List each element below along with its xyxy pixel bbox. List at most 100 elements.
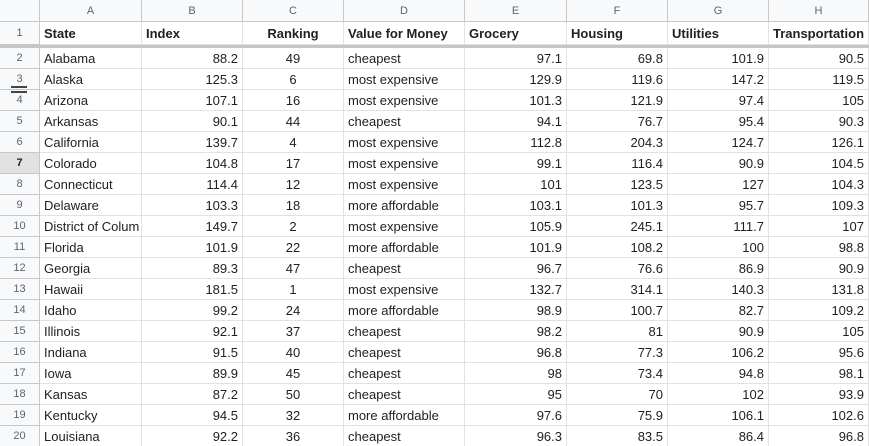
header-cell[interactable]: Housing — [567, 22, 668, 45]
cell[interactable]: 86.4 — [668, 426, 769, 446]
cell[interactable]: 94.8 — [668, 363, 769, 384]
header-cell[interactable]: Utilities — [668, 22, 769, 45]
cell[interactable]: 124.7 — [668, 132, 769, 153]
cell[interactable]: Georgia — [40, 258, 142, 279]
cell[interactable]: 149.7 — [142, 216, 243, 237]
cell[interactable]: 95.6 — [769, 342, 869, 363]
cell[interactable]: 105.9 — [465, 216, 567, 237]
cell[interactable]: 92.2 — [142, 426, 243, 446]
row-number[interactable]: 3 — [0, 69, 40, 90]
cell[interactable]: 107.1 — [142, 90, 243, 111]
cell[interactable]: 88.2 — [142, 48, 243, 69]
column-header[interactable]: A — [40, 0, 142, 22]
row-number[interactable]: 4 — [0, 90, 40, 111]
cell[interactable]: 47 — [243, 258, 344, 279]
row-number[interactable]: 19 — [0, 405, 40, 426]
cell[interactable]: 106.2 — [668, 342, 769, 363]
cell[interactable]: 87.2 — [142, 384, 243, 405]
cell[interactable]: 102.6 — [769, 405, 869, 426]
column-header[interactable]: E — [465, 0, 567, 22]
cell[interactable]: 86.9 — [668, 258, 769, 279]
cell[interactable]: Indiana — [40, 342, 142, 363]
cell[interactable]: 90.3 — [769, 111, 869, 132]
row-number[interactable]: 9 — [0, 195, 40, 216]
cell[interactable]: California — [40, 132, 142, 153]
cell[interactable]: Illinois — [40, 321, 142, 342]
cell[interactable]: 32 — [243, 405, 344, 426]
cell[interactable]: 89.9 — [142, 363, 243, 384]
cell[interactable]: Alabama — [40, 48, 142, 69]
cell[interactable]: more affordable — [344, 237, 465, 258]
header-cell[interactable]: Grocery — [465, 22, 567, 45]
cell[interactable]: 37 — [243, 321, 344, 342]
cell[interactable]: 129.9 — [465, 69, 567, 90]
cell[interactable]: 101.3 — [567, 195, 668, 216]
cell[interactable]: 99.2 — [142, 300, 243, 321]
cell[interactable]: cheapest — [344, 48, 465, 69]
cell[interactable]: 40 — [243, 342, 344, 363]
cell[interactable]: 90.9 — [769, 258, 869, 279]
cell[interactable]: 101 — [465, 174, 567, 195]
cell[interactable]: 119.5 — [769, 69, 869, 90]
cell[interactable]: 98.1 — [769, 363, 869, 384]
row-number[interactable]: 20 — [0, 426, 40, 446]
header-cell[interactable]: State — [40, 22, 142, 45]
cell[interactable]: 111.7 — [668, 216, 769, 237]
column-header[interactable]: B — [142, 0, 243, 22]
row-drag-handle[interactable] — [11, 85, 27, 95]
cell[interactable]: 1 — [243, 279, 344, 300]
cell[interactable]: 97.4 — [668, 90, 769, 111]
cell[interactable]: more affordable — [344, 195, 465, 216]
cell[interactable]: most expensive — [344, 174, 465, 195]
row-number[interactable]: 17 — [0, 363, 40, 384]
cell[interactable]: 100.7 — [567, 300, 668, 321]
cell[interactable]: 97.6 — [465, 405, 567, 426]
cell[interactable]: 95.4 — [668, 111, 769, 132]
cell[interactable]: 103.1 — [465, 195, 567, 216]
cell[interactable]: 90.1 — [142, 111, 243, 132]
cell[interactable]: 204.3 — [567, 132, 668, 153]
cell[interactable]: 98.2 — [465, 321, 567, 342]
cell[interactable]: 97.1 — [465, 48, 567, 69]
header-cell[interactable]: Index — [142, 22, 243, 45]
cell[interactable]: 181.5 — [142, 279, 243, 300]
column-header[interactable]: G — [668, 0, 769, 22]
cell[interactable]: 116.4 — [567, 153, 668, 174]
cell[interactable]: Delaware — [40, 195, 142, 216]
cell[interactable]: 17 — [243, 153, 344, 174]
cell[interactable]: 50 — [243, 384, 344, 405]
cell[interactable]: 101.9 — [465, 237, 567, 258]
row-number[interactable]: 15 — [0, 321, 40, 342]
cell[interactable]: 101.9 — [142, 237, 243, 258]
row-number[interactable]: 1 — [0, 22, 40, 45]
cell[interactable]: 36 — [243, 426, 344, 446]
cell[interactable]: 131.8 — [769, 279, 869, 300]
cell[interactable]: 95 — [465, 384, 567, 405]
cell[interactable]: 82.7 — [668, 300, 769, 321]
cell[interactable]: 114.4 — [142, 174, 243, 195]
cell[interactable]: 104.5 — [769, 153, 869, 174]
cell[interactable]: 109.3 — [769, 195, 869, 216]
cell[interactable]: 73.4 — [567, 363, 668, 384]
cell[interactable]: 98.9 — [465, 300, 567, 321]
cell[interactable]: 100 — [668, 237, 769, 258]
cell[interactable]: 12 — [243, 174, 344, 195]
row-number[interactable]: 18 — [0, 384, 40, 405]
cell[interactable]: 147.2 — [668, 69, 769, 90]
cell[interactable]: 119.6 — [567, 69, 668, 90]
row-number[interactable]: 12 — [0, 258, 40, 279]
cell[interactable]: 90.5 — [769, 48, 869, 69]
cell[interactable]: cheapest — [344, 321, 465, 342]
row-number[interactable]: 6 — [0, 132, 40, 153]
column-header[interactable]: F — [567, 0, 668, 22]
cell[interactable]: 96.8 — [465, 342, 567, 363]
cell[interactable]: 81 — [567, 321, 668, 342]
header-cell[interactable]: Value for Money — [344, 22, 465, 45]
cell[interactable]: 90.9 — [668, 321, 769, 342]
cell[interactable]: most expensive — [344, 216, 465, 237]
cell[interactable]: 112.8 — [465, 132, 567, 153]
cell[interactable]: Kentucky — [40, 405, 142, 426]
cell[interactable]: Iowa — [40, 363, 142, 384]
cell[interactable]: Alaska — [40, 69, 142, 90]
cell[interactable]: Hawaii — [40, 279, 142, 300]
